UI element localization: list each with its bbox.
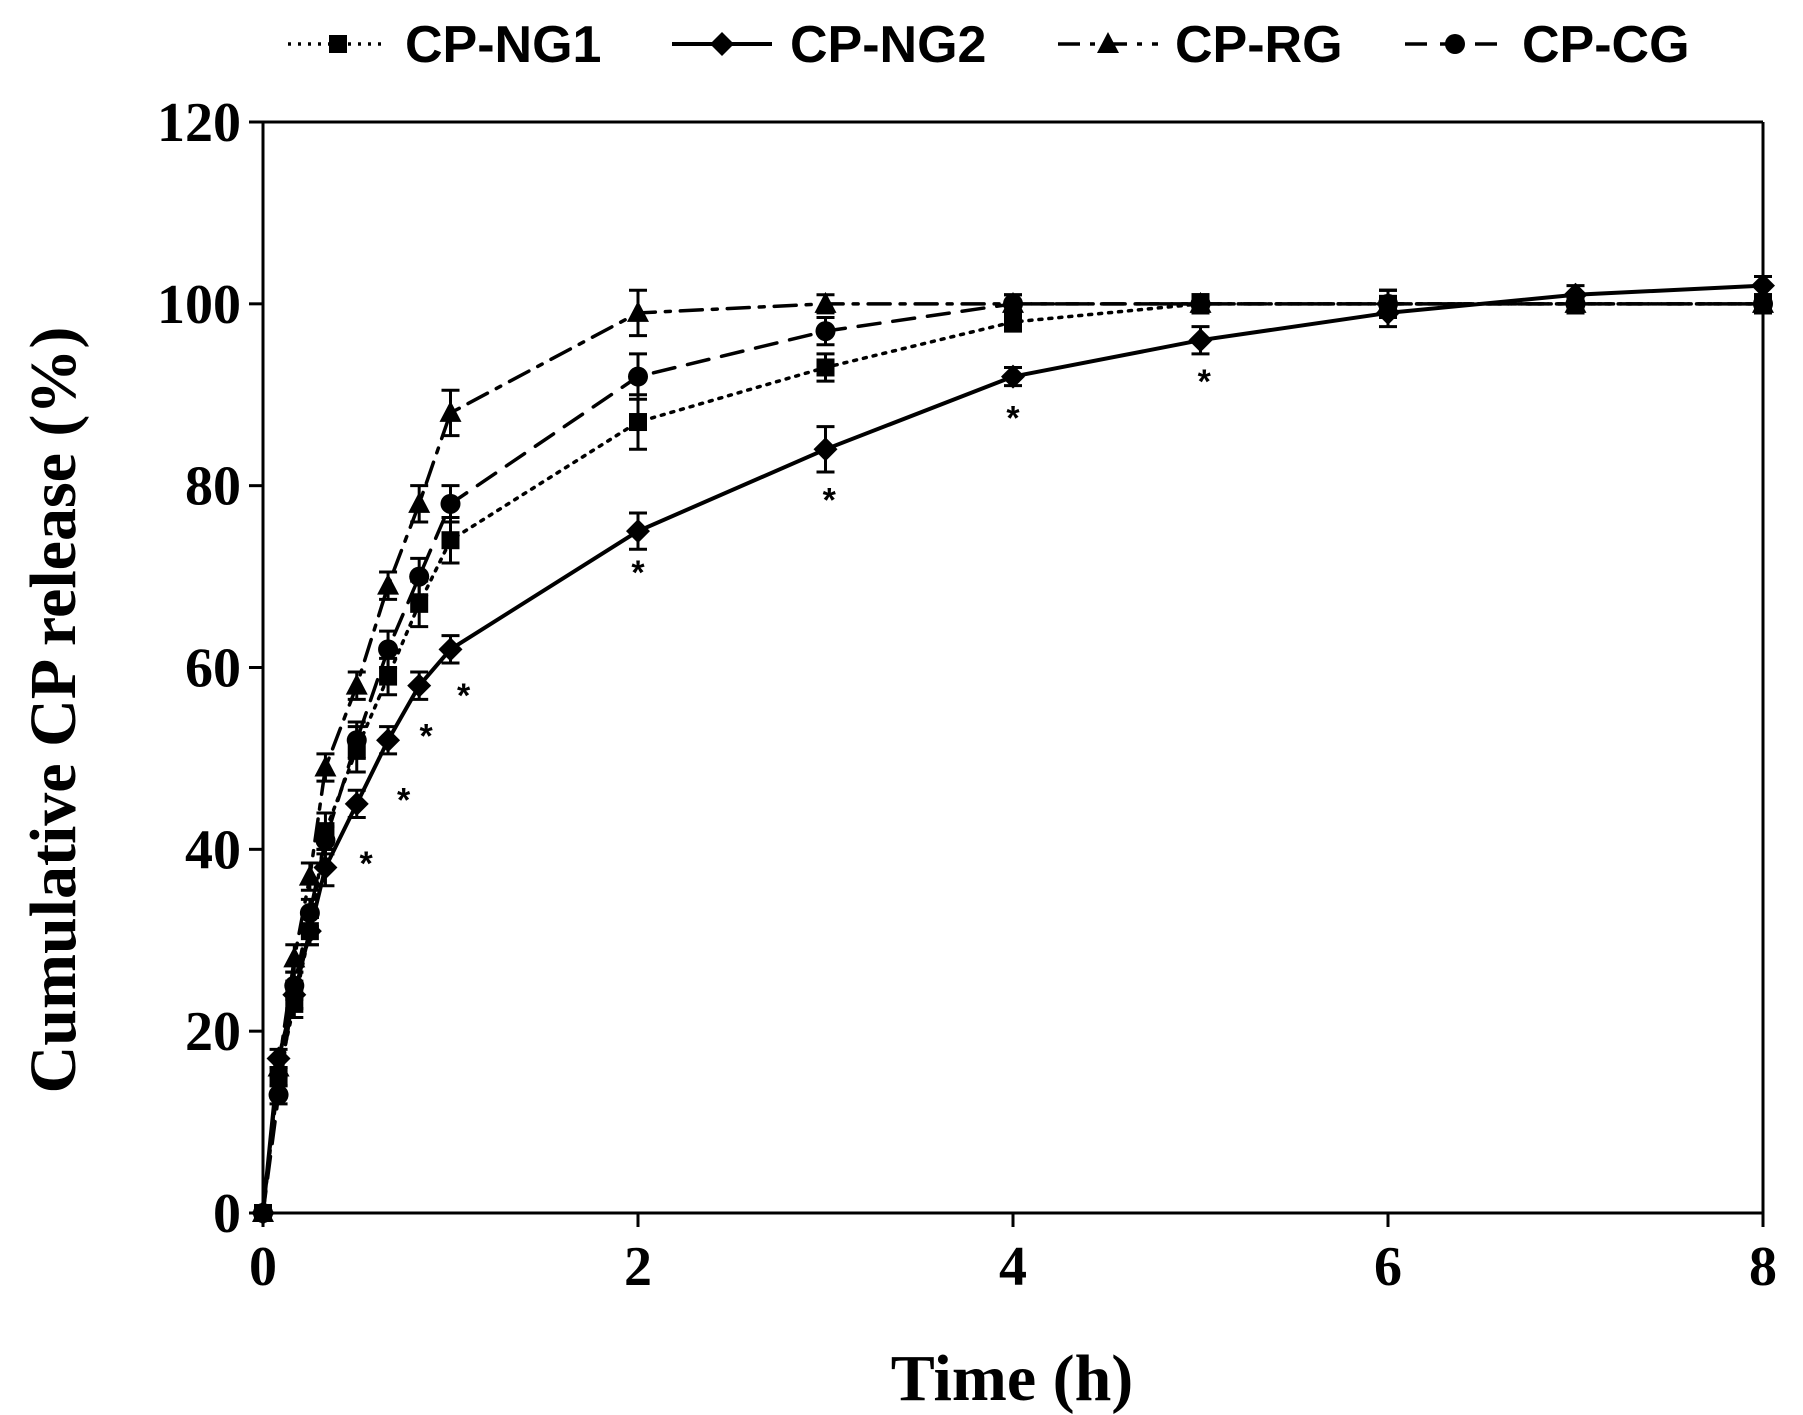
data-point — [410, 594, 429, 613]
legend-marker — [1097, 32, 1119, 53]
legend-item-cp-cg: CP-CG — [1405, 16, 1690, 74]
x-tick-label: 0 — [249, 1236, 277, 1298]
data-point — [345, 673, 368, 695]
legend-marker — [329, 35, 347, 53]
y-axis-title: Cumulative CP release (%) — [17, 327, 90, 1094]
x-tick-label: 2 — [624, 1236, 652, 1298]
data-point — [1003, 293, 1023, 314]
data-point — [408, 491, 431, 513]
significance-marker: * — [823, 481, 837, 519]
data-point — [409, 566, 430, 587]
data-point — [377, 573, 400, 595]
data-point — [379, 667, 398, 686]
y-tick-label: 40 — [185, 819, 241, 881]
significance-marker: * — [1198, 363, 1212, 401]
data-point — [1190, 293, 1211, 314]
x-tick-label: 6 — [1374, 1236, 1402, 1298]
data-point — [627, 300, 649, 322]
data-point — [1378, 293, 1398, 314]
legend-item-cp-ng2: CP-NG2 — [672, 16, 986, 74]
data-point — [376, 728, 401, 753]
y-tick-label: 60 — [185, 638, 241, 700]
data-point — [441, 531, 460, 550]
legend-marker — [1445, 34, 1465, 54]
significance-marker: * — [397, 781, 411, 819]
x-axis: 0 2 4 6 8 — [249, 1211, 1777, 1298]
data-point — [346, 730, 367, 751]
significance-marker: * — [360, 845, 374, 883]
legend: CP-NG1 CP-NG2 CP-RG CP-CG — [288, 16, 1690, 74]
y-tick-label: 120 — [157, 92, 241, 154]
data-point — [1565, 293, 1586, 314]
data-point — [814, 291, 837, 313]
data-point — [1001, 364, 1025, 389]
data-point — [626, 519, 650, 544]
data-point — [438, 637, 463, 662]
legend-label: CP-CG — [1522, 16, 1690, 74]
x-axis-title: Time (h) — [891, 1342, 1134, 1415]
legend-item-cp-rg: CP-RG — [1058, 16, 1343, 74]
y-tick-label: 0 — [213, 1183, 241, 1245]
data-point — [299, 902, 320, 923]
data-point — [315, 830, 336, 851]
data-point — [439, 400, 462, 422]
data-point — [440, 493, 461, 514]
x-tick-label: 8 — [1749, 1236, 1777, 1298]
data-point — [815, 321, 836, 342]
x-tick-label: 4 — [999, 1236, 1027, 1298]
data-point — [378, 639, 399, 660]
y-tick-label: 80 — [185, 456, 241, 518]
significance-marker: * — [420, 718, 434, 756]
data-point — [284, 975, 305, 996]
series-line — [261, 302, 1765, 1215]
y-tick-label: 100 — [157, 274, 241, 336]
data-point — [1751, 273, 1775, 298]
data-point — [267, 1055, 290, 1077]
significance-marker: * — [1006, 399, 1020, 437]
significance-marker: * — [631, 554, 645, 592]
series-line — [261, 302, 1765, 1215]
legend-item-cp-ng1: CP-NG1 — [288, 16, 601, 74]
legend-label: CP-NG1 — [405, 16, 601, 74]
data-point — [314, 755, 337, 777]
significance-marker: * — [457, 677, 471, 715]
data-point — [629, 413, 647, 432]
y-tick-label: 20 — [185, 1001, 241, 1063]
legend-label: CP-NG2 — [790, 16, 986, 74]
data-point — [1188, 328, 1213, 353]
data-point — [344, 791, 369, 816]
data-point — [628, 366, 648, 387]
data-point — [407, 673, 432, 698]
legend-label: CP-RG — [1175, 16, 1343, 74]
data-point — [816, 358, 835, 377]
y-axis: 0 20 40 60 80 100 120 — [157, 92, 265, 1245]
legend-marker — [710, 32, 734, 56]
series-cp-cg — [253, 288, 1773, 1223]
series-line — [261, 302, 1765, 1215]
plot-area: ******** — [251, 120, 1775, 1225]
data-point — [813, 437, 838, 462]
data-point — [1753, 293, 1773, 314]
data-point — [1004, 313, 1022, 332]
data-point — [268, 1084, 289, 1105]
